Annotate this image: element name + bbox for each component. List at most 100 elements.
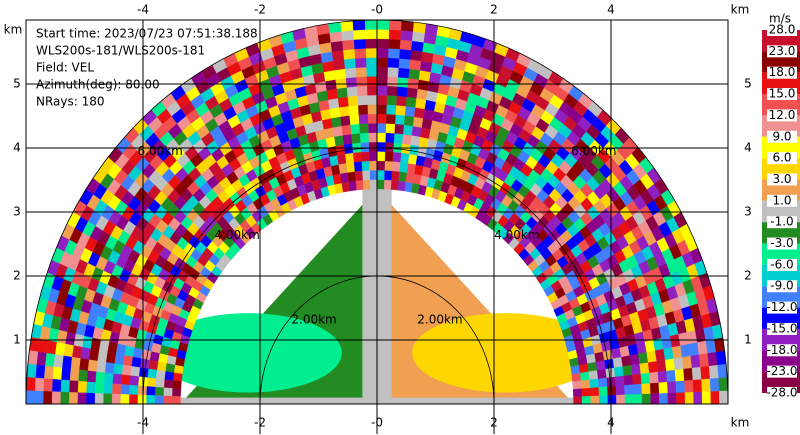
radar-cell: [357, 104, 368, 115]
colorbar-tick-label: 28.0: [769, 23, 796, 37]
colorbar-tick-label: 18.0: [769, 65, 796, 79]
radar-cell: [709, 377, 720, 392]
radar-cell: [408, 68, 421, 80]
radar-cell: [399, 39, 413, 51]
radar-cell: [171, 388, 182, 397]
radar-cell: [701, 391, 711, 405]
radar-cell: [418, 136, 429, 148]
radar-cell: [409, 49, 423, 62]
radar-cell: [364, 29, 378, 40]
colorbar-label-box: [767, 344, 797, 357]
y-tick-label: 4: [744, 141, 752, 155]
colorbar-label-box: [767, 152, 797, 165]
radar-cell: [676, 392, 686, 405]
radar-cell: [149, 351, 160, 362]
x-tick-label: 2: [490, 416, 498, 430]
radar-cell: [614, 375, 625, 386]
radar-cell: [416, 88, 428, 100]
radar-cell: [607, 394, 617, 405]
radar-cell: [624, 384, 634, 395]
radar-cell: [155, 369, 166, 380]
radar-cell: [386, 76, 399, 87]
radar-cell: [43, 378, 53, 392]
range-ring: [142, 147, 612, 405]
radar-cell: [355, 76, 368, 87]
radar-cell: [60, 391, 70, 405]
radar-cell: [683, 367, 694, 381]
radar-cell: [146, 386, 156, 396]
radar-cell: [361, 170, 370, 181]
radar-cell: [615, 384, 626, 396]
radar-cell: [414, 97, 427, 110]
radar-cell: [693, 391, 703, 405]
radar-cell: [405, 172, 415, 184]
radar-cell: [105, 351, 116, 364]
radar-cell: [95, 371, 105, 384]
radar-cell: [385, 132, 395, 143]
radar-cell: [367, 104, 378, 115]
radar-cell: [332, 59, 345, 71]
radar-cell: [691, 366, 702, 380]
radar-cell: [165, 363, 176, 373]
radar-cell: [398, 48, 412, 60]
radar-cell: [34, 390, 44, 405]
radar-cell: [701, 378, 711, 392]
radar-cell: [155, 378, 165, 388]
radar-cell: [404, 181, 413, 193]
radar-cell: [638, 351, 649, 364]
y-tick-label: 1: [13, 333, 21, 347]
x-tick-label: -2: [254, 416, 266, 430]
radar-cell: [69, 368, 80, 382]
info-text: Field: VEL: [36, 61, 94, 75]
radar-cell: [409, 59, 422, 71]
y-tick-label: 3: [744, 205, 752, 219]
radar-cell: [708, 364, 719, 379]
x-tick-label: -0: [371, 3, 383, 17]
radar-cell: [581, 387, 591, 397]
radar-cell: [613, 366, 624, 377]
colorbar-label-box: [767, 109, 797, 122]
radar-cell: [407, 77, 419, 89]
radar-cell: [400, 143, 411, 155]
radar-cell: [137, 385, 147, 396]
radar-cell: [347, 171, 356, 182]
radar-cell: [384, 160, 393, 171]
radar-cell: [360, 151, 370, 162]
radar-cell: [350, 133, 361, 144]
radar-cell: [147, 368, 158, 379]
x-tick-label: 4: [607, 3, 615, 17]
radar-cell: [604, 358, 615, 370]
colorbar-tick-label: 6.0: [772, 151, 791, 165]
radar-cell: [121, 364, 132, 376]
colorbar-label-box: [767, 173, 797, 186]
radar-cell: [52, 366, 63, 380]
y-tick-label: 3: [13, 205, 21, 219]
y-tick-label: 5: [13, 77, 21, 91]
radar-cell: [400, 152, 410, 164]
radar-cell: [573, 396, 583, 405]
radar-cell: [657, 370, 668, 383]
radar-cell: [26, 377, 36, 392]
radar-cell: [367, 113, 378, 124]
colorbar-tick-label: 3.0: [772, 172, 791, 186]
radar-cell: [365, 38, 378, 49]
radar-cell: [367, 123, 378, 133]
colorbar-tick-label: -23.0: [766, 364, 797, 378]
radar-cell: [103, 382, 113, 395]
radar-cell: [346, 86, 358, 97]
radar-cell: [581, 395, 591, 405]
radar-cell: [88, 348, 100, 362]
radar-cell: [348, 180, 357, 192]
colorbar-tick-label: 12.0: [769, 108, 796, 122]
radar-cell: [354, 57, 367, 68]
radar-cell: [684, 391, 694, 405]
radar-cell: [353, 38, 366, 50]
radar-cell: [698, 352, 710, 367]
radar-cell: [154, 386, 164, 396]
radar-cell: [343, 143, 354, 155]
colorbar-tick-label: 23.0: [769, 44, 796, 58]
radar-cell: [355, 66, 367, 78]
radar-cell: [96, 360, 107, 373]
radar-cell: [674, 368, 685, 382]
radar-cell: [405, 96, 417, 108]
